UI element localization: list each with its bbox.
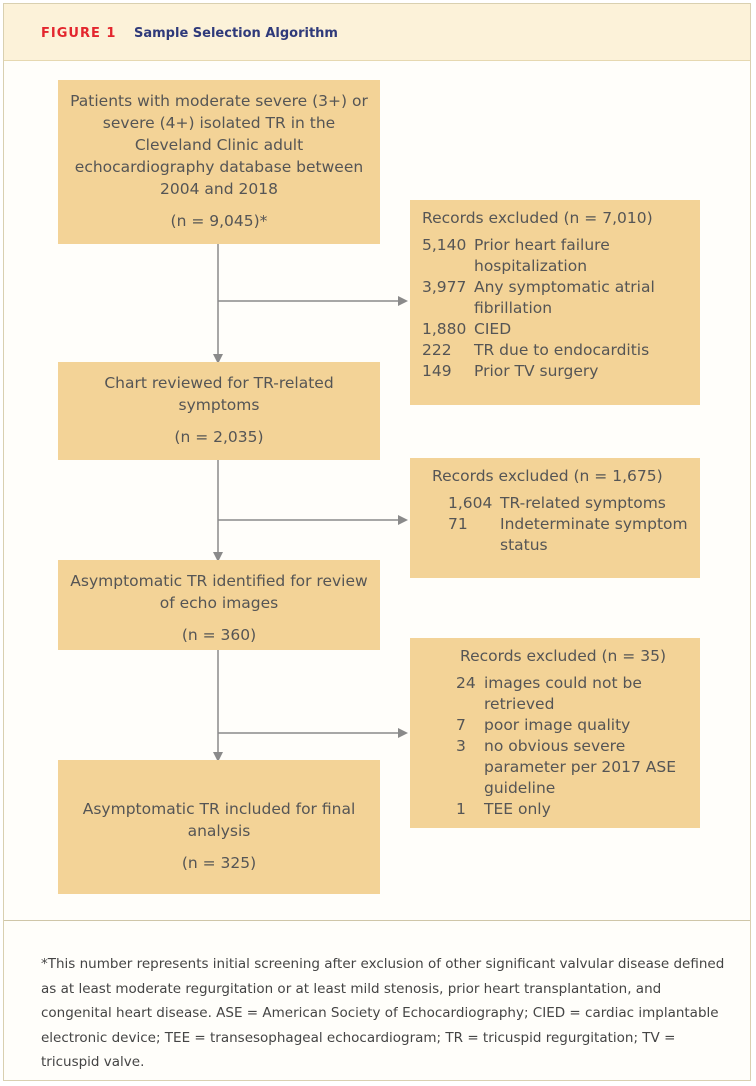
exclusion-reason: poor image quality	[484, 716, 631, 734]
main-box-3-text: Asymptomatic TR identified for review of…	[70, 572, 368, 612]
exclusion-reason: Any symptomatic atrial fibrillation	[474, 278, 655, 317]
main-box-2-count: (n = 2,035)	[174, 428, 264, 446]
exclusion-count: 7	[456, 716, 466, 734]
exclusion-row: 1 TEE only	[422, 799, 688, 820]
figure-title: Sample Selection Algorithm	[134, 26, 338, 41]
figure-footnote: *This number represents initial screenin…	[41, 956, 725, 1070]
exclusion-reason: TR due to endocarditis	[474, 341, 650, 359]
footnote-divider	[4, 920, 750, 921]
exclusion-reason: CIED	[474, 320, 512, 338]
exclusion-row: 5,140 Prior heart failure hospitalizatio…	[422, 235, 688, 277]
main-box-1-count: (n = 9,045)*	[170, 212, 268, 230]
exclusion-box-3-title: Records excluded (n = 35)	[460, 647, 666, 665]
figure-label: FIGURE 1	[41, 26, 117, 41]
exclusion-count: 24	[456, 674, 476, 692]
exclusion-row: 7 poor image quality	[422, 715, 688, 736]
main-box-3: Asymptomatic TR identified for review of…	[58, 560, 380, 650]
exclusion-row: 3 no obvious severe parameter per 2017 A…	[422, 736, 688, 799]
exclusion-box-1-title: Records excluded (n = 7,010)	[422, 209, 653, 227]
figure-frame: FIGURE 1 Sample Selection Algorithm Pati…	[3, 3, 751, 1081]
main-box-1-text: Patients with moderate severe (3+) or se…	[70, 92, 368, 198]
exclusion-count: 5,140	[422, 236, 467, 254]
exclusion-reason: Indeterminate symptom status	[500, 515, 688, 554]
exclusion-reason: TEE only	[484, 800, 551, 818]
exclusion-row: 149 Prior TV surgery	[422, 361, 688, 382]
exclusion-reason: no obvious severe parameter per 2017 ASE…	[484, 737, 677, 797]
exclusion-row: 222 TR due to endocarditis	[422, 340, 688, 361]
flow-arrows	[213, 244, 408, 762]
exclusion-row: 24 images could not be retrieved	[422, 673, 688, 715]
exclusion-row: 1,604 TR-related symptoms	[432, 493, 688, 514]
exclusion-count: 1,880	[422, 320, 467, 338]
exclusion-reason: Prior TV surgery	[474, 362, 599, 380]
main-box-4-text: Asymptomatic TR included for final analy…	[82, 800, 356, 840]
exclusion-reason: TR-related symptoms	[500, 494, 666, 512]
main-box-4-count: (n = 325)	[181, 854, 257, 872]
exclusion-reason: Prior heart failure hospitalization	[474, 236, 610, 275]
exclusion-box-2-title: Records excluded (n = 1,675)	[432, 467, 663, 485]
main-box-3-count: (n = 360)	[181, 626, 257, 644]
main-box-4: Asymptomatic TR included for final analy…	[58, 760, 380, 894]
exclusion-box-3: Records excluded (n = 35) 24 images coul…	[410, 638, 700, 828]
exclusion-count: 1,604	[448, 494, 493, 512]
main-box-2-text: Chart reviewed for TR-related symptoms	[104, 374, 334, 414]
exclusion-count: 149	[422, 362, 452, 380]
exclusion-row: 3,977 Any symptomatic atrial fibrillatio…	[422, 277, 688, 319]
exclusion-box-1: Records excluded (n = 7,010) 5,140 Prior…	[410, 200, 700, 405]
exclusion-count: 222	[422, 341, 452, 359]
exclusion-count: 71	[448, 515, 468, 533]
main-box-2: Chart reviewed for TR-related symptoms (…	[58, 362, 380, 460]
exclusion-count: 1	[456, 800, 466, 818]
exclusion-reason: images could not be retrieved	[484, 674, 642, 713]
exclusion-count: 3	[456, 737, 466, 755]
figure-header: FIGURE 1 Sample Selection Algorithm	[4, 4, 750, 61]
main-box-1: Patients with moderate severe (3+) or se…	[58, 80, 380, 244]
exclusion-row: 1,880 CIED	[422, 319, 688, 340]
exclusion-row: 71 Indeterminate symptom status	[432, 514, 688, 556]
exclusion-count: 3,977	[422, 278, 467, 296]
exclusion-box-2: Records excluded (n = 1,675) 1,604 TR-re…	[410, 458, 700, 578]
flowchart: Patients with moderate severe (3+) or se…	[4, 60, 750, 920]
